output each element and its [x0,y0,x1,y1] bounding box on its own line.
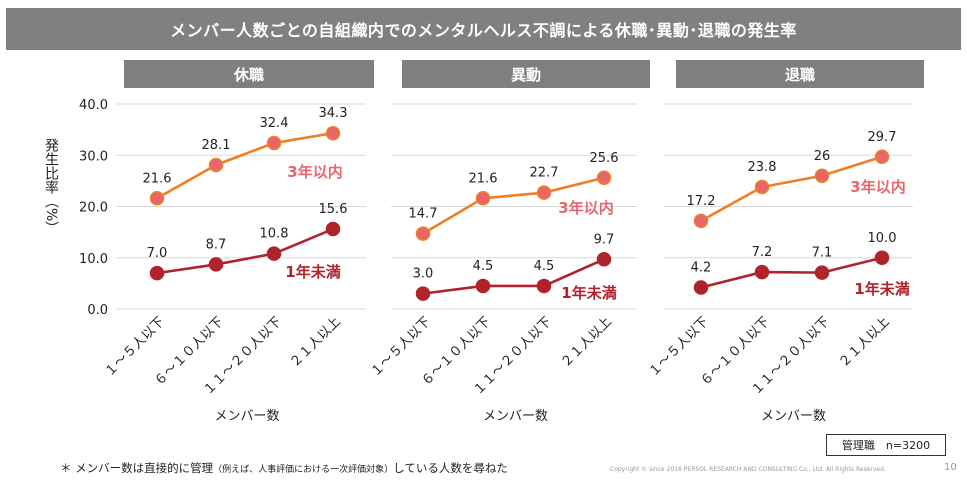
data-label: 4.5 [534,259,555,274]
data-point [596,252,612,267]
data-label: 23.8 [748,160,777,175]
data-label: 29.7 [868,130,897,145]
y-tick-label: 20.0 [79,201,108,216]
data-point [415,286,431,301]
data-point [208,257,224,272]
data-point [149,191,165,206]
data-point [149,265,165,281]
data-point [754,179,770,195]
y-tick-label: 30.0 [79,149,108,164]
data-label: 21.6 [469,171,498,186]
page-title: メンバー人数ごとの自組織内でのメンタルヘルス不調による休職･異動･退職の発生率 [6,8,961,50]
footnote: ＊ メンバー数は直接的に管理（例えば、人事評価における一次評価対象）している人数… [60,460,508,476]
data-point [475,191,491,206]
sample-size-badge: 管理職 n=3200 [826,434,946,456]
series-legend-label: 3年以内 [287,163,342,181]
data-point [874,149,890,165]
data-label: 15.6 [319,202,348,217]
data-label: 21.6 [143,171,172,186]
data-label: 28.1 [202,138,231,153]
series-legend-label: 3年以内 [850,178,905,196]
data-point [325,221,341,237]
y-tick-label: 40.0 [79,98,108,113]
x-tick-label: １～５人以下 [102,314,168,380]
panel-header-kyushoku: 休職 [124,60,374,88]
series-line [700,256,883,289]
data-label: 7.1 [812,246,833,261]
x-tick-label: １～５人以下 [368,314,434,380]
panel-header-ido: 異動 [402,60,650,88]
x-tick-label: １～５人以下 [646,314,712,380]
copyright: Copyright © since 2016 PERSOL RESEARCH A… [610,466,886,473]
data-point [475,278,491,294]
data-point [415,226,431,241]
y-tick-label: 10.0 [79,252,108,267]
series-legend-label: 1年未満 [285,263,340,281]
series-line [700,155,883,222]
series-line [422,176,605,235]
series-legend-label: 1年未満 [561,284,616,302]
data-point [754,264,770,280]
series-line [156,227,334,275]
x-axis-label: メンバー数 [483,409,548,424]
data-point [693,213,709,229]
series-legend-label: 1年未満 [854,280,909,298]
series-legend-label: 3年以内 [558,199,613,217]
page-number: 10 [944,462,957,473]
x-axis-label: メンバー数 [214,409,279,424]
data-label: 4.2 [691,260,712,275]
data-label: 25.6 [590,151,619,166]
data-label: 4.5 [473,259,494,274]
data-label: 8.7 [206,237,227,252]
x-tick-label: ２１人以上 [287,314,344,371]
x-tick-label: ２１人以上 [836,314,893,371]
data-label: 10.0 [868,231,897,246]
series-line [156,131,334,200]
panel-header-taishoku: 退職 [676,60,924,88]
x-tick-label: ２１人以上 [558,314,615,371]
series-line [422,258,605,295]
data-label: 10.8 [260,227,289,242]
data-point [693,280,709,295]
data-point [536,185,552,200]
data-point [536,278,552,294]
data-point [814,168,830,183]
data-label: 22.7 [530,166,559,181]
y-axis-label: 発生比率（%） [43,138,59,236]
footnote-tail: している人数を尋ねた [393,461,508,475]
data-label: 7.2 [752,245,773,260]
data-point [596,170,612,186]
data-label: 7.0 [147,246,168,261]
data-label: 9.7 [594,232,615,247]
data-point [266,135,282,151]
data-label: 14.7 [409,207,438,222]
footnote-paren: （例えば、人事評価における一次評価対象） [213,465,394,475]
data-point [325,125,341,141]
data-point [814,265,830,280]
data-point [208,157,224,173]
footnote-main: ＊ メンバー数は直接的に管理 [60,461,214,475]
data-label: 32.4 [260,116,289,131]
data-label: 3.0 [413,267,434,282]
data-label: 17.2 [687,194,716,209]
data-point [874,250,890,265]
y-tick-label: 0.0 [87,303,108,318]
x-axis-label: メンバー数 [761,409,826,424]
data-label: 34.3 [319,106,348,121]
data-label: 26 [814,149,831,164]
data-point [266,246,282,261]
